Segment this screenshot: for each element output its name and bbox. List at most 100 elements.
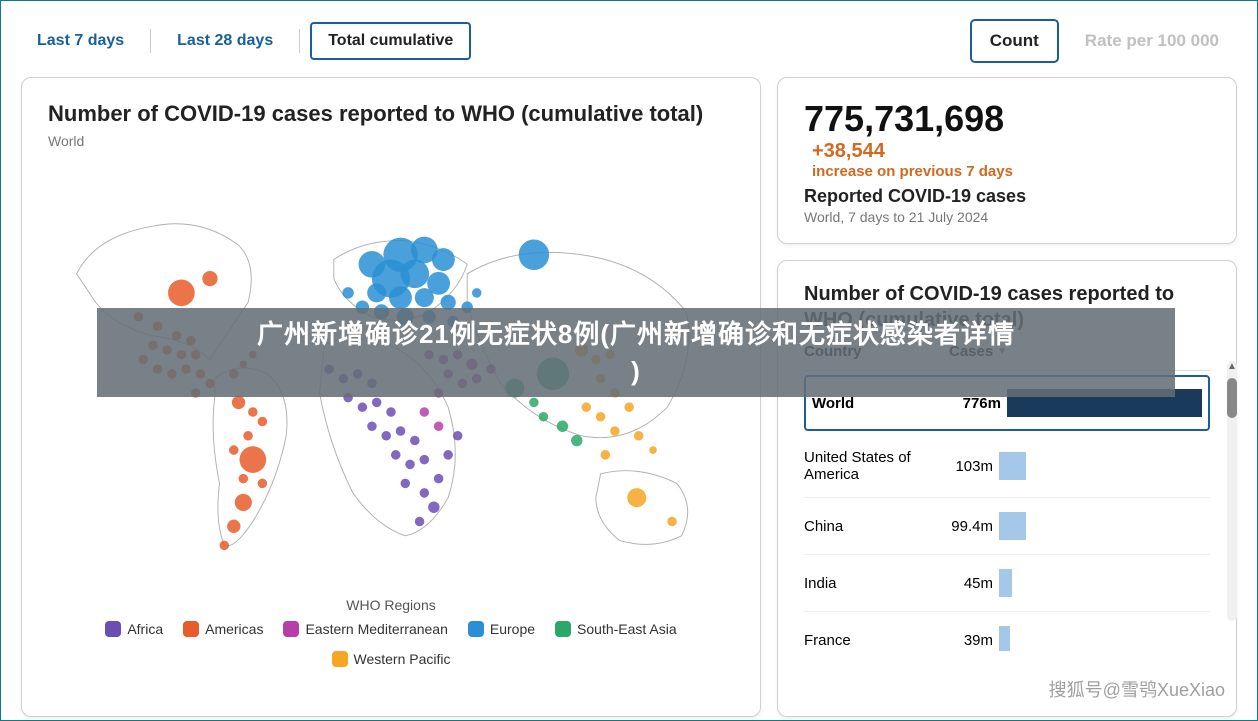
map-dot[interactable] <box>601 450 611 460</box>
map-dot[interactable] <box>571 434 582 445</box>
right-column: 775,731,698 +38,544 increase on previous… <box>777 77 1237 717</box>
map-dot[interactable] <box>519 239 549 269</box>
table-row[interactable]: India45m <box>804 555 1210 612</box>
legend-item[interactable]: Western Pacific <box>332 651 451 667</box>
map-dot[interactable] <box>415 288 434 307</box>
divider <box>150 29 151 53</box>
row-bar <box>999 569 1210 597</box>
row-country: China <box>804 518 949 535</box>
map-dot[interactable] <box>367 421 377 431</box>
map-dot[interactable] <box>529 397 539 407</box>
map-dot[interactable] <box>453 431 463 441</box>
map-dot[interactable] <box>367 283 386 302</box>
map-dot[interactable] <box>401 478 411 488</box>
map-dot[interactable] <box>386 407 396 417</box>
divider <box>299 29 300 53</box>
map-dot[interactable] <box>557 420 568 431</box>
stat-label: Reported COVID-19 cases <box>804 186 1210 207</box>
map-dot[interactable] <box>634 431 644 441</box>
map-dot[interactable] <box>420 488 430 498</box>
map-dot[interactable] <box>391 450 401 460</box>
legend-color-icon <box>183 621 199 637</box>
map-dot[interactable] <box>248 407 258 417</box>
map-dot[interactable] <box>432 248 455 271</box>
map-dot[interactable] <box>415 516 425 526</box>
legend-item[interactable]: South-East Asia <box>555 621 677 637</box>
map-dot[interactable] <box>342 287 353 298</box>
map-dot[interactable] <box>243 431 253 441</box>
map-dot[interactable] <box>232 395 245 408</box>
row-country: World <box>812 395 957 412</box>
time-tabs: Last 7 days Last 28 days Total cumulativ… <box>21 19 471 63</box>
tab-last-28-days[interactable]: Last 28 days <box>161 24 289 58</box>
row-cases: 776m <box>957 395 1007 412</box>
scroll-up-icon[interactable]: ▲ <box>1227 361 1237 372</box>
legend-color-icon <box>283 621 299 637</box>
overlay-text-2: ) <box>631 356 641 386</box>
map-dot[interactable] <box>258 478 268 488</box>
map-panel: Number of COVID-19 cases reported to WHO… <box>21 77 761 717</box>
map-dot[interactable] <box>443 450 453 460</box>
map-dot[interactable] <box>258 416 268 426</box>
metric-rate[interactable]: Rate per 100 000 <box>1067 21 1237 61</box>
table-row[interactable]: United States of America103m <box>804 435 1210 498</box>
legend-label: Western Pacific <box>354 651 451 667</box>
map-dot[interactable] <box>428 501 439 512</box>
metric-tabs: Count Rate per 100 000 <box>970 19 1237 63</box>
map-dot[interactable] <box>582 402 592 412</box>
map-dot[interactable] <box>405 459 415 469</box>
map-dot[interactable] <box>434 421 444 431</box>
legend-item[interactable]: Americas <box>183 621 263 637</box>
map-dot[interactable] <box>168 279 195 306</box>
map-dot[interactable] <box>667 516 677 526</box>
legend: Africa Americas Eastern Mediterranean Europ… <box>48 621 734 667</box>
row-country: United States of America <box>804 449 949 483</box>
increase-block: +38,544 increase on previous 7 days <box>812 140 1013 180</box>
map-dot[interactable] <box>410 435 420 445</box>
legend-item[interactable]: Eastern Mediterranean <box>283 621 447 637</box>
legend-title: WHO Regions <box>48 597 734 613</box>
map-dot[interactable] <box>596 412 606 422</box>
legend-item[interactable]: Africa <box>105 621 163 637</box>
map-dot[interactable] <box>539 412 549 422</box>
map-dot[interactable] <box>420 454 430 464</box>
map-dot[interactable] <box>229 445 239 455</box>
map-dot[interactable] <box>401 259 430 288</box>
map-dot[interactable] <box>627 488 646 507</box>
metric-count[interactable]: Count <box>970 19 1059 63</box>
map-dot[interactable] <box>420 407 430 417</box>
map-dot[interactable] <box>389 286 412 309</box>
map-dot[interactable] <box>227 519 240 532</box>
map-dot[interactable] <box>239 473 249 483</box>
map-dot[interactable] <box>610 426 620 436</box>
map-dot[interactable] <box>235 493 252 510</box>
tab-last-7-days[interactable]: Last 7 days <box>21 24 140 58</box>
total-cases-number: 775,731,698 <box>804 98 1004 140</box>
map-dot[interactable] <box>202 271 217 286</box>
map-dot[interactable] <box>472 288 482 298</box>
map-dot[interactable] <box>649 446 657 454</box>
scroll-thumb[interactable] <box>1227 378 1237 418</box>
table-row[interactable]: China99.4m <box>804 498 1210 555</box>
tab-total-cumulative[interactable]: Total cumulative <box>310 22 471 60</box>
stat-panel: 775,731,698 +38,544 increase on previous… <box>777 77 1237 244</box>
map-dot[interactable] <box>396 426 406 436</box>
map-dot[interactable] <box>358 402 368 412</box>
overlay-banner: 广州新增确诊21例无症状8例(广州新增确诊和无症状感染者详情 ) <box>97 308 1175 397</box>
row-cases: 103m <box>949 458 999 475</box>
map-dot[interactable] <box>381 431 391 441</box>
row-cases: 45m <box>949 575 999 592</box>
table-row[interactable]: France39m <box>804 612 1210 651</box>
stat-sub: World, 7 days to 21 July 2024 <box>804 209 1210 225</box>
row-country: France <box>804 632 949 649</box>
panels: Number of COVID-19 cases reported to WHO… <box>1 77 1257 717</box>
scrollbar[interactable]: ▲ <box>1227 361 1237 621</box>
map-dot[interactable] <box>239 446 266 473</box>
watermark: 搜狐号@雪鸮XueXiao <box>1049 676 1225 702</box>
map-dot[interactable] <box>219 540 229 550</box>
legend-color-icon <box>332 651 348 667</box>
map-dot[interactable] <box>624 402 634 412</box>
legend-item[interactable]: Europe <box>468 621 535 637</box>
map-dot[interactable] <box>372 397 382 407</box>
map-dot[interactable] <box>434 473 444 483</box>
